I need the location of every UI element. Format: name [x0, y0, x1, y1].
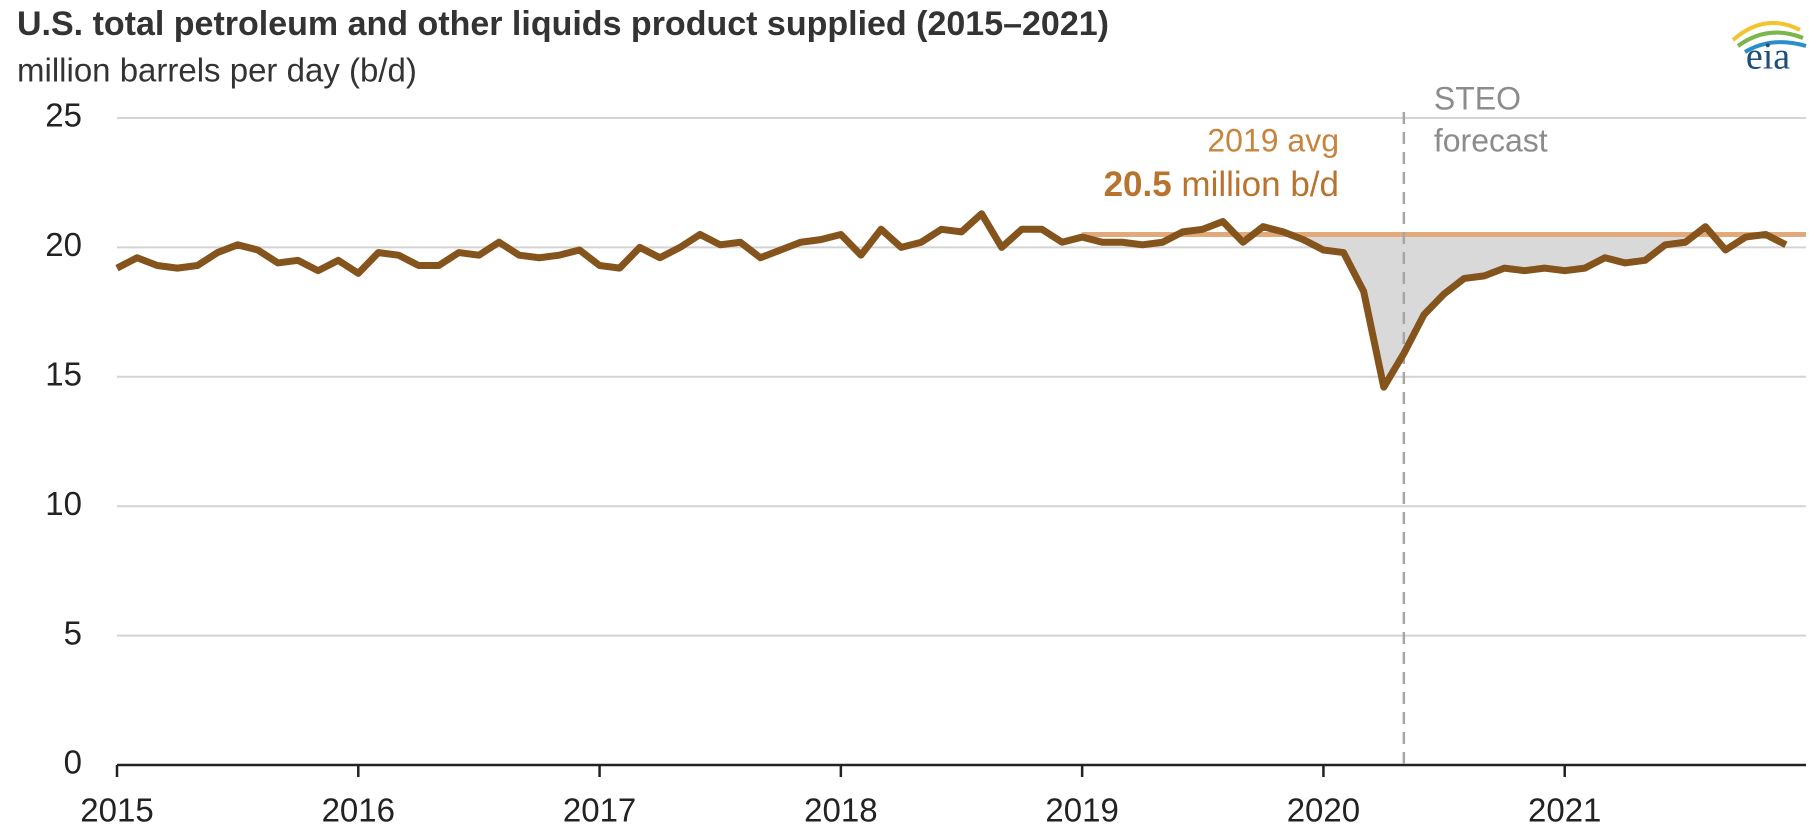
logo-arc [1736, 30, 1804, 48]
x-tick-label: 2021 [1528, 792, 1601, 829]
x-tick-label: 2016 [322, 792, 395, 829]
forecast-label: STEO [1434, 80, 1521, 116]
average-unit: million b/d [1181, 165, 1339, 204]
chart-subtitle: million barrels per day (b/d) [17, 52, 417, 89]
x-tick-label: 2018 [804, 792, 877, 829]
logo-text: eia [1746, 36, 1790, 78]
y-tick-label: 10 [45, 485, 82, 522]
average-label: 2019 avg [1207, 122, 1339, 158]
logo: eia [1731, 21, 1807, 78]
y-tick-label: 15 [45, 356, 82, 393]
x-tick-label: 2017 [563, 792, 636, 829]
data-line [115, 210, 1788, 391]
x-tick-label: 2020 [1287, 792, 1360, 829]
average-value: 20.5 [1104, 165, 1172, 204]
logo-arc [1743, 40, 1807, 54]
y-tick-label: 25 [45, 97, 82, 134]
y-tick-label: 0 [64, 744, 82, 781]
shortfall-area [1289, 234, 1696, 388]
forecast-label: forecast [1434, 122, 1548, 158]
chart-title: U.S. total petroleum and other liquids p… [17, 5, 1109, 43]
logo-arc [1731, 21, 1801, 42]
x-tick-label: 2019 [1045, 792, 1118, 829]
x-tick-label: 2015 [80, 792, 153, 829]
average-annotation: 20.5 million b/d [1104, 165, 1339, 204]
y-tick-label: 20 [45, 226, 82, 263]
y-tick-label: 5 [64, 614, 82, 651]
